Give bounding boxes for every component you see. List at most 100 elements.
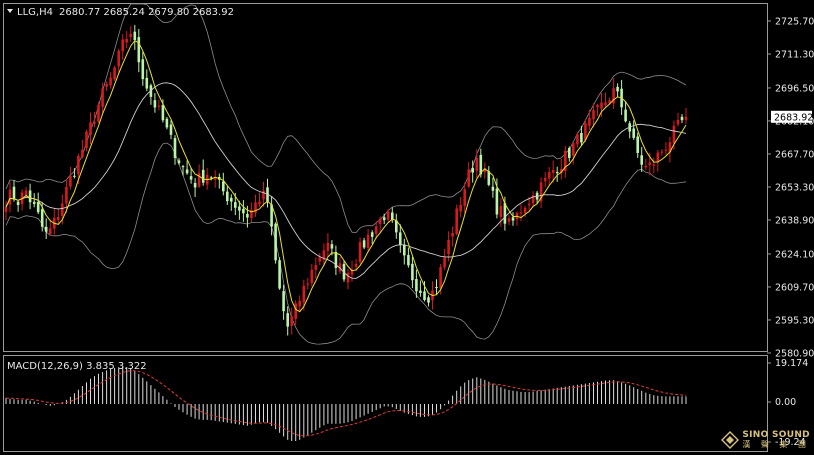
candle[interactable] bbox=[125, 31, 128, 49]
candle[interactable] bbox=[137, 28, 141, 73]
candle[interactable] bbox=[290, 307, 293, 335]
candle[interactable] bbox=[282, 284, 285, 320]
candle[interactable] bbox=[660, 149, 664, 157]
price-axis[interactable]: 2725.702711.302696.502682.102667.702653.… bbox=[767, 17, 814, 360]
candle[interactable] bbox=[314, 257, 318, 279]
candle[interactable] bbox=[262, 181, 265, 207]
candle[interactable] bbox=[435, 279, 438, 295]
candle[interactable] bbox=[684, 108, 688, 125]
candle[interactable] bbox=[157, 99, 161, 111]
candle[interactable] bbox=[93, 112, 96, 128]
candle[interactable] bbox=[636, 132, 639, 158]
candle[interactable] bbox=[230, 194, 233, 211]
candle[interactable] bbox=[467, 162, 470, 189]
candle[interactable] bbox=[391, 207, 394, 223]
candle[interactable] bbox=[543, 172, 547, 188]
candle[interactable] bbox=[310, 264, 314, 287]
candle[interactable] bbox=[101, 82, 104, 114]
candle[interactable] bbox=[24, 187, 28, 199]
candle[interactable] bbox=[177, 158, 181, 165]
candle[interactable] bbox=[141, 51, 145, 86]
candle[interactable] bbox=[386, 209, 390, 223]
candle[interactable] bbox=[4, 200, 8, 220]
candle[interactable] bbox=[133, 24, 137, 50]
candle[interactable] bbox=[374, 221, 378, 240]
candle[interactable] bbox=[507, 215, 511, 225]
candle[interactable] bbox=[680, 114, 684, 123]
candle[interactable] bbox=[169, 120, 173, 140]
candle[interactable] bbox=[49, 219, 52, 237]
candle[interactable] bbox=[266, 178, 269, 208]
candle[interactable] bbox=[205, 167, 209, 190]
candle[interactable] bbox=[189, 167, 193, 184]
candle[interactable] bbox=[427, 295, 430, 307]
candle[interactable] bbox=[652, 157, 656, 174]
candle[interactable] bbox=[443, 248, 446, 271]
candle[interactable] bbox=[564, 145, 567, 178]
candle[interactable] bbox=[547, 167, 551, 186]
candle[interactable] bbox=[278, 257, 281, 290]
candle[interactable] bbox=[213, 170, 217, 188]
candle[interactable] bbox=[254, 194, 257, 217]
candle[interactable] bbox=[676, 112, 680, 127]
candle[interactable] bbox=[165, 117, 169, 130]
candle[interactable] bbox=[592, 103, 595, 128]
candle[interactable] bbox=[616, 83, 619, 98]
candle[interactable] bbox=[326, 233, 330, 258]
candle[interactable] bbox=[36, 192, 40, 214]
candle[interactable] bbox=[584, 119, 587, 143]
candle[interactable] bbox=[226, 186, 229, 205]
candle[interactable] bbox=[8, 182, 12, 213]
candle[interactable] bbox=[515, 211, 519, 226]
candle[interactable] bbox=[129, 26, 132, 42]
candle[interactable] bbox=[370, 230, 374, 244]
candle[interactable] bbox=[495, 178, 499, 219]
candle[interactable] bbox=[475, 149, 479, 179]
candle[interactable] bbox=[201, 159, 205, 186]
candle[interactable] bbox=[145, 69, 149, 92]
candle[interactable] bbox=[242, 200, 245, 222]
candle[interactable] bbox=[81, 139, 84, 159]
candle[interactable] bbox=[28, 183, 32, 210]
candle[interactable] bbox=[16, 200, 20, 212]
candle[interactable] bbox=[44, 218, 48, 239]
candle[interactable] bbox=[471, 160, 474, 183]
candle[interactable] bbox=[53, 208, 56, 235]
candle[interactable] bbox=[491, 177, 495, 198]
candle[interactable] bbox=[378, 216, 382, 234]
candle[interactable] bbox=[346, 268, 350, 290]
candle[interactable] bbox=[664, 142, 668, 155]
candle[interactable] bbox=[640, 147, 643, 172]
candle[interactable] bbox=[69, 166, 72, 190]
candle[interactable] bbox=[153, 93, 157, 113]
candle[interactable] bbox=[222, 172, 225, 196]
candle[interactable] bbox=[286, 306, 289, 336]
candle[interactable] bbox=[121, 34, 124, 60]
candle[interactable] bbox=[519, 204, 523, 222]
candle[interactable] bbox=[531, 191, 535, 208]
candle[interactable] bbox=[20, 189, 24, 211]
candle[interactable] bbox=[668, 136, 672, 163]
candle[interactable] bbox=[85, 129, 88, 152]
candle[interactable] bbox=[580, 125, 583, 146]
candle[interactable] bbox=[576, 132, 579, 148]
candle[interactable] bbox=[149, 83, 153, 105]
candle[interactable] bbox=[395, 213, 398, 239]
candle[interactable] bbox=[117, 48, 120, 74]
candles[interactable] bbox=[4, 24, 688, 336]
candle[interactable] bbox=[455, 204, 458, 236]
candle[interactable] bbox=[338, 256, 342, 274]
candle[interactable] bbox=[459, 196, 462, 218]
candle[interactable] bbox=[12, 180, 16, 202]
candle[interactable] bbox=[568, 146, 571, 162]
candle[interactable] bbox=[632, 120, 635, 140]
candle[interactable] bbox=[322, 243, 326, 267]
candle[interactable] bbox=[560, 158, 563, 180]
candle[interactable] bbox=[499, 198, 503, 227]
candle[interactable] bbox=[246, 205, 249, 228]
candle[interactable] bbox=[483, 162, 487, 179]
candle[interactable] bbox=[302, 279, 306, 311]
dropdown-arrow-icon[interactable] bbox=[7, 9, 13, 13]
candle[interactable] bbox=[97, 101, 100, 124]
